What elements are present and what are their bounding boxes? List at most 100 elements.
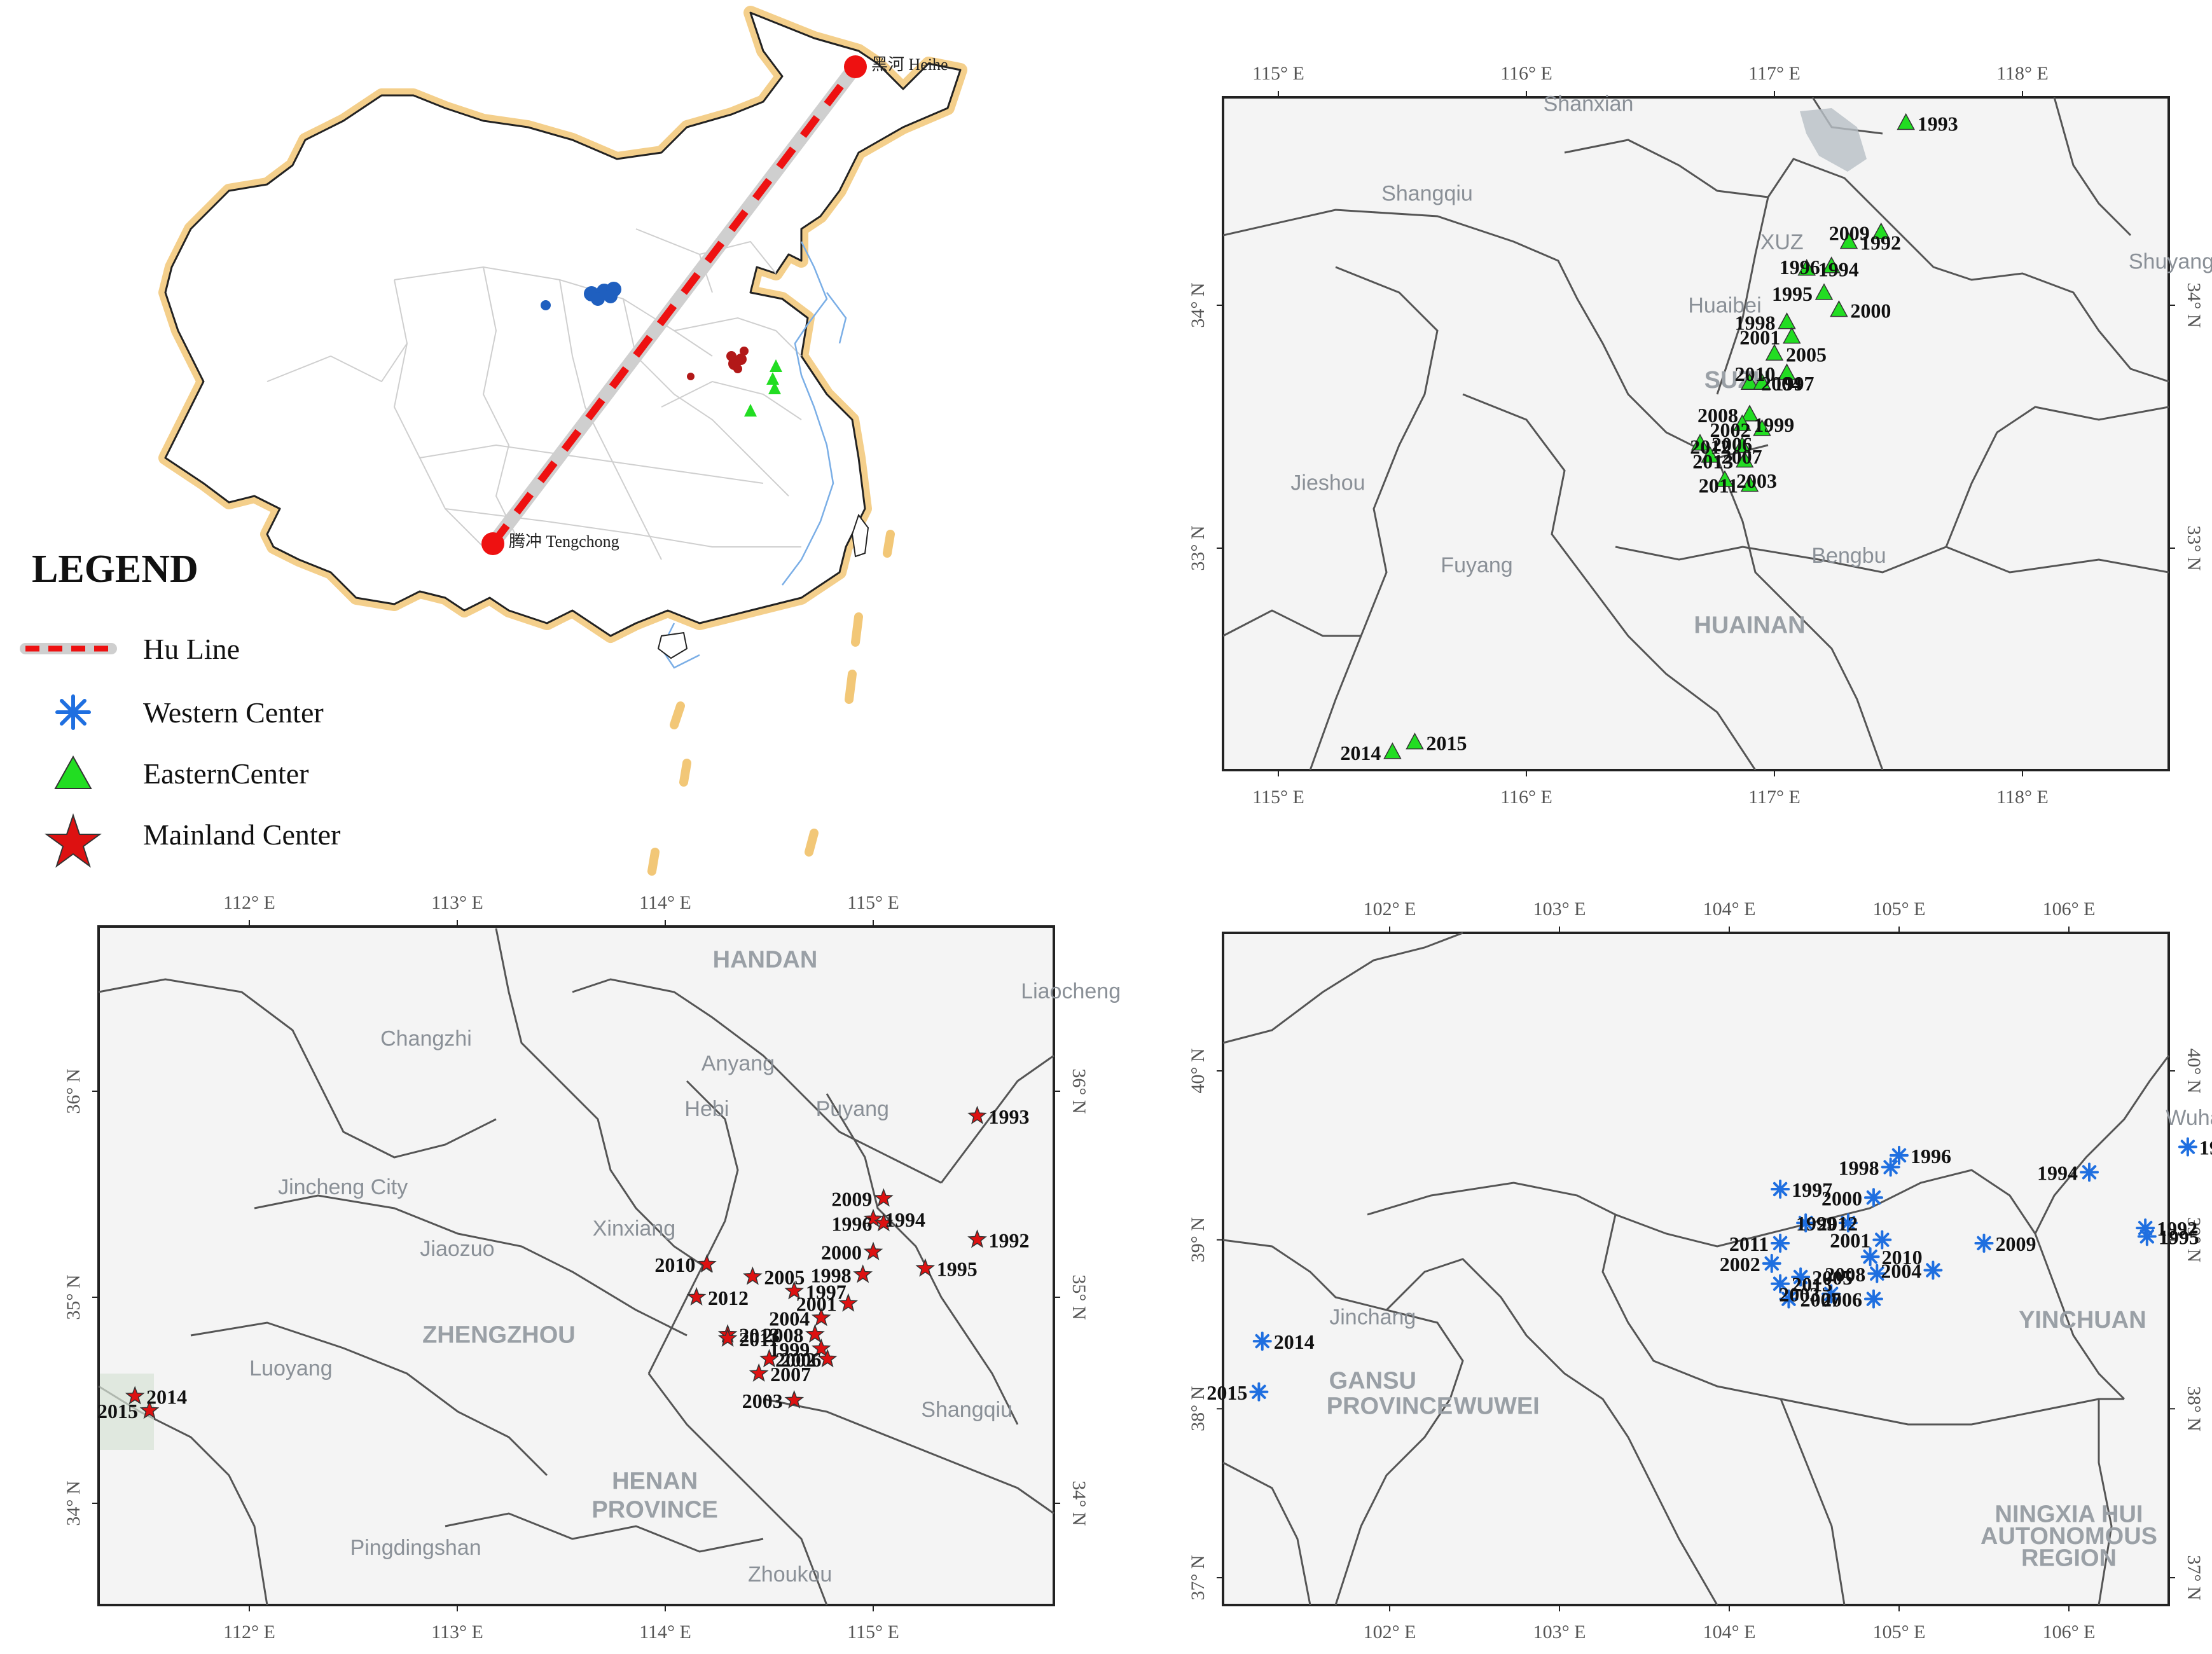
mainland-lat-tick-label-right: 35° N bbox=[1068, 1274, 1089, 1320]
mainland-lon-tick-label-bottom: 114° E bbox=[639, 1622, 691, 1643]
mainland-year-label-2000: 2000 bbox=[821, 1241, 862, 1264]
eastern-year-label-1996: 1996 bbox=[1780, 256, 1820, 279]
western-lon-tick-label-bottom: 102° E bbox=[1364, 1622, 1416, 1643]
eastern-center-marker-2012 bbox=[1733, 436, 1752, 453]
western-center-marker-1994 bbox=[2080, 1162, 2099, 1182]
eastern-center-marker-1995 bbox=[1815, 283, 1834, 300]
western-year-label-2003: 2003 bbox=[1779, 1283, 1820, 1306]
western-year-label-2012: 2012 bbox=[1817, 1212, 1858, 1235]
mainland-year-label-2008: 2008 bbox=[763, 1323, 803, 1346]
western-panel bbox=[1222, 932, 2170, 1606]
eastern-center-marker-2011 bbox=[1740, 475, 1759, 492]
eastern-city-label: Fuyang bbox=[1441, 553, 1512, 577]
western-center-marker-2004 bbox=[1923, 1260, 1943, 1280]
eastern-city-label: Huaibei bbox=[1688, 293, 1761, 317]
overview-western-cluster bbox=[541, 282, 621, 310]
western-city-label: GANSU bbox=[1329, 1367, 1416, 1394]
western-city-label: NINGXIA HUI bbox=[1995, 1501, 2143, 1527]
eastern-center-marker-1997 bbox=[1753, 373, 1771, 390]
blue-asterisk-icon bbox=[55, 694, 91, 730]
western-center-marker-2015 bbox=[1249, 1382, 1269, 1402]
heihe-label: 黑河 Heihe bbox=[871, 55, 948, 74]
eastern-year-label-1998: 1998 bbox=[1735, 312, 1776, 334]
hainan-island bbox=[657, 631, 688, 659]
legend-label-hu-line: Hu Line bbox=[143, 633, 240, 665]
western-lat-tick-label-right: 39° N bbox=[2183, 1217, 2204, 1262]
western-city-label: Jinchang bbox=[1329, 1306, 1416, 1330]
eastern-city-label: XUZ bbox=[1760, 230, 1804, 254]
overview-mainland-cluster bbox=[687, 347, 749, 380]
mainland-year-label-1995: 1995 bbox=[937, 1258, 978, 1281]
mainland-city-label: Jiaozuo bbox=[420, 1237, 494, 1261]
western-lon-tick-label-bottom: 105° E bbox=[1873, 1622, 1926, 1643]
mainland-layer: HANDAN Liaocheng Changzhi Anyang Hebi Puyang J… bbox=[63, 892, 1121, 1643]
western-year-label-1992: 1992 bbox=[2157, 1217, 2197, 1240]
western-center-marker-1995 bbox=[2137, 1227, 2157, 1246]
eastern-lon-tick-label-top: 116° E bbox=[1500, 63, 1552, 84]
mainland-center-marker-2011 bbox=[717, 1328, 738, 1347]
eastern-year-label-2010: 2010 bbox=[1735, 362, 1776, 385]
mainland-city-label: PROVINCE bbox=[591, 1497, 717, 1524]
china-outline bbox=[164, 11, 962, 637]
eastern-year-label-2002: 2002 bbox=[1710, 418, 1751, 441]
mainland-year-label-2014: 2014 bbox=[146, 1386, 187, 1409]
western-year-label-2009: 2009 bbox=[1996, 1232, 2036, 1255]
mainland-year-label-2001: 2001 bbox=[796, 1293, 837, 1316]
western-lat-tick-label-left: 39° N bbox=[1187, 1217, 1208, 1262]
eastern-center-marker-2015 bbox=[1406, 733, 1424, 750]
mainland-city-label: Xinxiang bbox=[593, 1216, 675, 1241]
mainland-lon-tick-label-top: 114° E bbox=[639, 892, 691, 913]
eastern-center-marker-1994 bbox=[1797, 259, 1816, 276]
legend-item-hu-line: Hu Line bbox=[20, 633, 240, 665]
western-center-marker-1997 bbox=[1771, 1179, 1790, 1199]
western-city-label: REGION bbox=[2021, 1545, 2117, 1571]
mainland-year-label-1998: 1998 bbox=[811, 1264, 852, 1286]
eastern-year-label-1993: 1993 bbox=[1918, 113, 1958, 135]
mainland-lat-tick-label-left: 34° N bbox=[63, 1480, 84, 1526]
mainland-year-label-2010: 2010 bbox=[654, 1253, 695, 1276]
south-sea-islands bbox=[647, 530, 895, 876]
eastern-center-marker-2002 bbox=[1753, 419, 1771, 436]
mainland-center-marker-1999 bbox=[811, 1338, 831, 1358]
mainland-center-marker-2001 bbox=[838, 1293, 859, 1312]
green-triangle-icon bbox=[54, 755, 92, 789]
mainland-lat-tick-label-right: 34° N bbox=[1068, 1480, 1089, 1526]
western-year-label-2004: 2004 bbox=[1881, 1259, 1921, 1282]
eastern-center-marker-2014 bbox=[1383, 742, 1402, 759]
mainland-lat-tick-label-left: 36° N bbox=[63, 1068, 84, 1113]
mainland-city-label: Luoyang bbox=[249, 1356, 332, 1381]
western-city-label: PROVINCE bbox=[1327, 1393, 1453, 1419]
mainland-year-label-1996: 1996 bbox=[831, 1212, 872, 1235]
mainland-year-label-2011: 2011 bbox=[739, 1328, 778, 1351]
eastern-city-label: Jieshou bbox=[1290, 471, 1365, 495]
mainland-city-label: Changzhi bbox=[380, 1027, 472, 1051]
eastern-year-label-2015: 2015 bbox=[1427, 732, 1467, 755]
eastern-basemap bbox=[1223, 97, 2169, 770]
mainland-year-label-2005: 2005 bbox=[764, 1266, 805, 1289]
eastern-year-label-2013: 2013 bbox=[1692, 450, 1733, 472]
eastern-center-marker-2007 bbox=[1701, 446, 1719, 463]
western-year-label-2008: 2008 bbox=[1825, 1263, 1865, 1286]
western-city-label: YINCHUAN bbox=[2019, 1307, 2146, 1334]
legend: LEGEND Hu Line Western Center EasternCen… bbox=[20, 548, 340, 868]
western-center-marker-2001 bbox=[1872, 1230, 1892, 1250]
western-year-label-1994: 1994 bbox=[2037, 1161, 2078, 1184]
western-lon-tick-label-bottom: 106° E bbox=[2043, 1622, 2096, 1643]
western-center-marker-1998 bbox=[1881, 1157, 1900, 1177]
mainland-year-label-1997: 1997 bbox=[806, 1280, 847, 1303]
mainland-center-marker-2004 bbox=[811, 1307, 831, 1327]
mainland-city-label: Jincheng City bbox=[278, 1175, 408, 1199]
eastern-year-label-2012: 2012 bbox=[1690, 436, 1731, 458]
eastern-center-marker-1992 bbox=[1839, 232, 1858, 249]
mainland-year-label-2012: 2012 bbox=[708, 1286, 749, 1309]
legend-title: LEGEND bbox=[32, 548, 198, 591]
eastern-year-label-2007: 2007 bbox=[1722, 445, 1762, 468]
eastern-center-marker-2013 bbox=[1735, 450, 1754, 468]
western-lat-tick-label-left: 38° N bbox=[1187, 1386, 1208, 1431]
eastern-year-label-2001: 2001 bbox=[1739, 326, 1780, 349]
mainland-center-marker-1997 bbox=[784, 1281, 805, 1300]
eastern-lon-tick-label-top: 118° E bbox=[1996, 63, 2049, 84]
eastern-center-marker-1993 bbox=[1897, 113, 1915, 130]
mainland-year-label-1992: 1992 bbox=[989, 1229, 1030, 1251]
